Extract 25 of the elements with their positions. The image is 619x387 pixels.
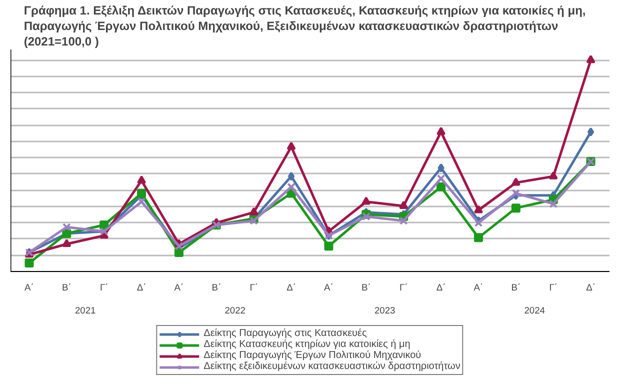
text: 2022 (224, 306, 246, 316)
legend-label: Δείκτης Παραγωγής στις Κατασκευές (204, 328, 367, 339)
x-tick-label: Γ΄ (100, 282, 108, 292)
x-tick-label: Α΄ (174, 282, 184, 292)
x-tick-label: Α΄ (324, 282, 334, 292)
x-tick-label: Α΄ (474, 282, 484, 292)
x-tick-label: Δ΄ (136, 282, 146, 292)
x-tick-label: Γ΄ (399, 282, 408, 292)
legend-label: Δείκτης Παραγωγής Έργων Πολιτικού Μηχανικού (204, 350, 422, 361)
text: 2021 (75, 306, 96, 316)
text: 2024 (524, 306, 546, 316)
x-tick-label: Β΄ (62, 282, 72, 292)
x-tick-label: Δ΄ (586, 282, 596, 292)
x-tick-label: Β΄ (511, 282, 521, 292)
x-tick-label: Β΄ (212, 282, 222, 292)
text: 2023 (374, 306, 396, 316)
legend-label: Δείκτης εξειδικευμένων κατασκευαστικών δραστηριοτήτων (204, 361, 460, 372)
x-tick-label: Γ΄ (549, 282, 558, 292)
x-tick-label: Α΄ (24, 282, 34, 292)
x-tick-label: Γ΄ (250, 282, 258, 292)
x-tick-label: Β΄ (361, 282, 371, 292)
x-tick-label: Δ΄ (286, 282, 296, 292)
chart-title: Γράφημα 1. Εξέλιξη Δεικτών Παραγωγής στις Κατασκευές, Κατασκευής κτηρίων για κατοικίες ή μη, Παραγωγής Έργων Πολιτικού Μηχανικού, Εξειδικευμένων κατασκευαστικών δραστηριοτήτων (2021=100,0 ) (24, 4, 586, 48)
legend-label: Δείκτης Κατασκευής κτηρίων για κατοικίες ή μη (204, 339, 410, 350)
x-tick-label: Δ΄ (436, 282, 446, 292)
